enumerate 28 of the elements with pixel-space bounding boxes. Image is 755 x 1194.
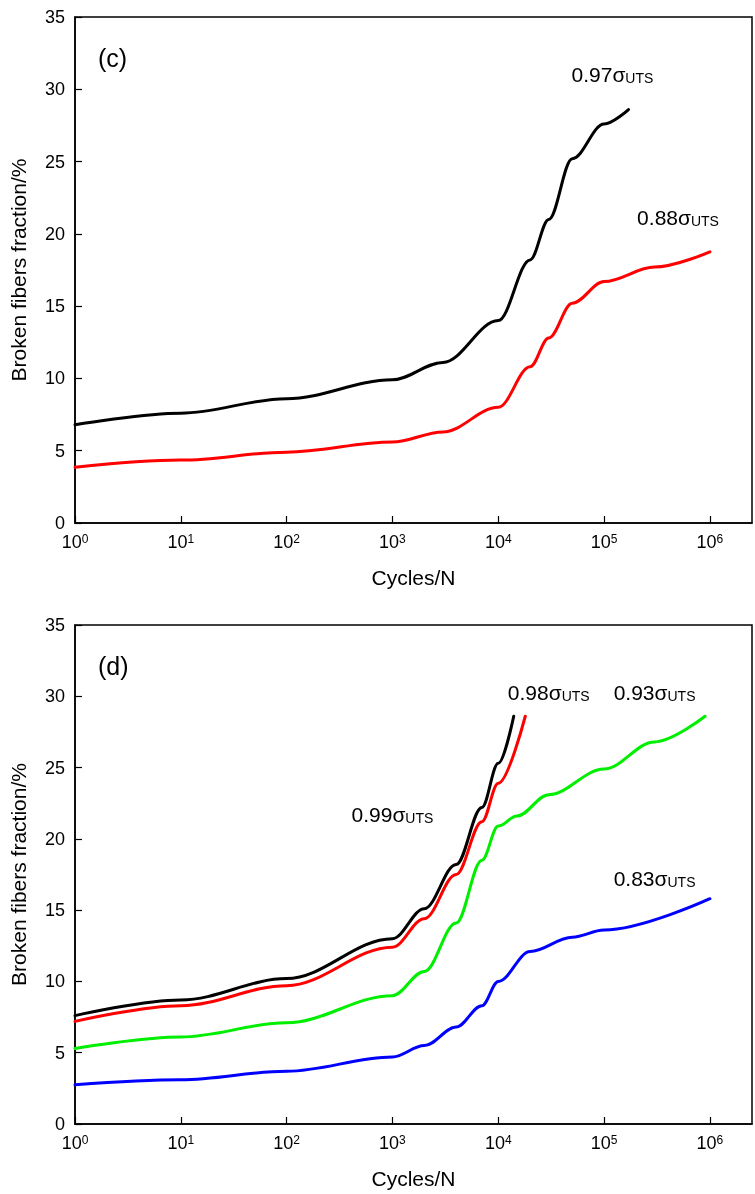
y-tick-label: 30 xyxy=(44,686,65,707)
annotation: 0.88σUTS xyxy=(637,206,719,230)
y-tick-label: 15 xyxy=(44,296,65,317)
x-axis-title: Cycles/N xyxy=(371,1167,456,1190)
y-tick-label: 30 xyxy=(44,79,65,100)
y-tick-label: 0 xyxy=(54,1114,65,1134)
annotation: 0.93σUTS xyxy=(613,681,696,705)
y-tick-label: 5 xyxy=(54,440,65,461)
y-tick-label: 15 xyxy=(44,900,65,921)
text: (d) xyxy=(98,651,129,680)
y-tick-label: 10 xyxy=(44,368,65,389)
y-tick-label: 35 xyxy=(44,7,65,27)
y-tick-label: 20 xyxy=(44,223,65,244)
y-tick-label: 0 xyxy=(54,513,65,533)
annotation: 0.98σUTS xyxy=(507,681,590,705)
y-tick-label: 35 xyxy=(44,615,65,635)
y-tick-label: 25 xyxy=(44,151,65,172)
annotation: 0.97σUTS xyxy=(571,62,654,86)
y-tick-label: 10 xyxy=(44,971,65,992)
annotation: 0.83σUTS xyxy=(613,866,696,890)
annotation: 0.99σUTS xyxy=(351,802,434,826)
x-axis-title: Cycles/N xyxy=(371,566,456,589)
y-tick-label: 5 xyxy=(54,1042,65,1063)
text: (c) xyxy=(98,43,128,72)
y-tick-label: 25 xyxy=(44,757,65,778)
y-axis-title: Broken fibers fraction/% xyxy=(7,158,30,382)
y-tick-label: 20 xyxy=(44,828,65,849)
y-axis-title: Broken fibers fraction/% xyxy=(7,763,30,986)
